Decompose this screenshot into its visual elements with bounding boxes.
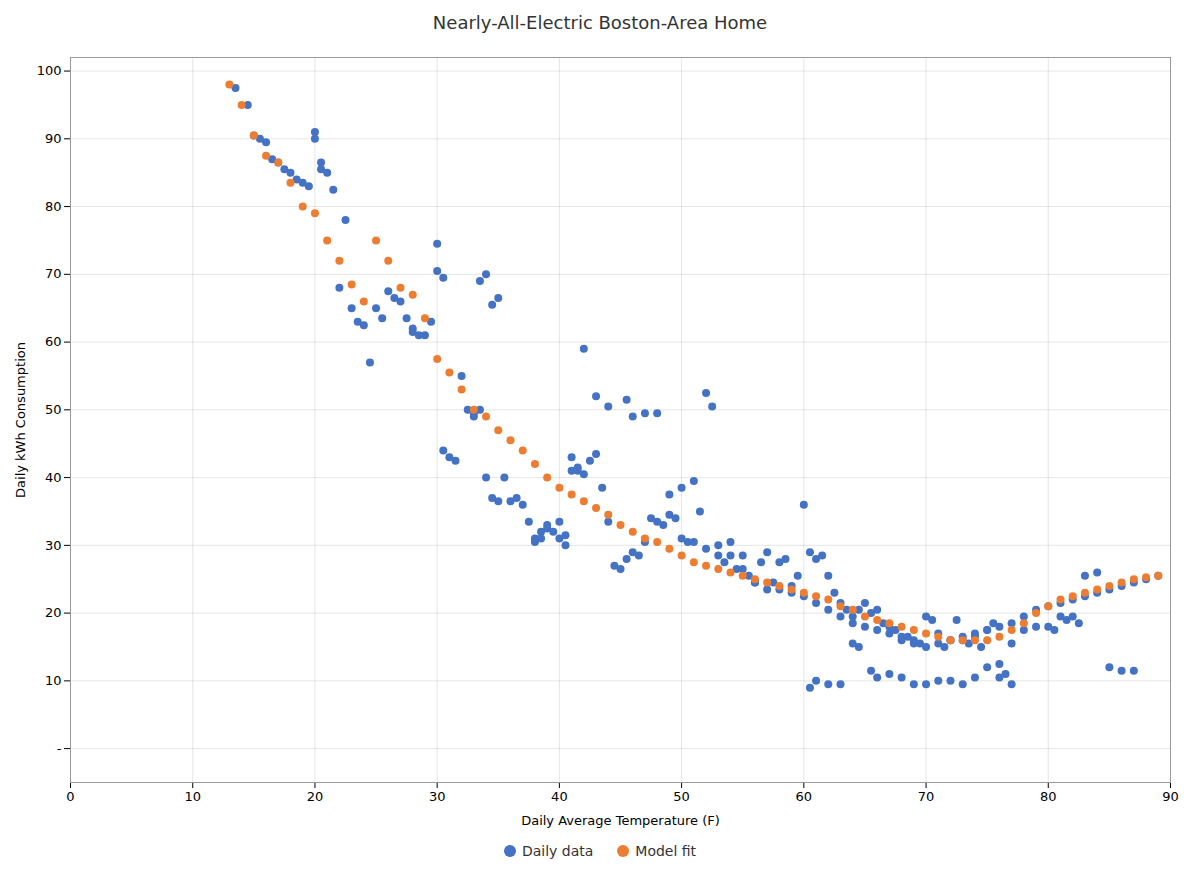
svg-text:50: 50 xyxy=(45,402,62,417)
svg-text:60: 60 xyxy=(796,789,813,804)
html-text:Daily data: Daily data xyxy=(521,843,594,859)
svg-text:90: 90 xyxy=(1162,789,1179,804)
svg-text:-: - xyxy=(57,741,62,756)
svg-text:80: 80 xyxy=(45,199,62,214)
svg-text:0: 0 xyxy=(66,789,74,804)
svg-text:100: 100 xyxy=(37,63,62,78)
svg-text:20: 20 xyxy=(307,789,324,804)
svg-text:10: 10 xyxy=(45,673,62,688)
svg-text:30: 30 xyxy=(429,789,446,804)
html-text:Model fit: Model fit xyxy=(635,843,697,859)
svg-text:20: 20 xyxy=(45,605,62,620)
svg-text:50: 50 xyxy=(673,789,690,804)
svg-text:30: 30 xyxy=(45,538,62,553)
svg-text:Daily kWh Consumption: Daily kWh Consumption xyxy=(13,342,28,498)
svg-text:10: 10 xyxy=(184,789,201,804)
svg-text:Daily Average Temperature (F): Daily Average Temperature (F) xyxy=(521,813,720,828)
html-text:Nearly-All-Electric Boston-Are: Nearly-All-Electric Boston-Area Home xyxy=(432,12,768,33)
svg-text:90: 90 xyxy=(45,131,62,146)
svg-text:70: 70 xyxy=(45,266,62,281)
svg-text:60: 60 xyxy=(45,334,62,349)
svg-text:70: 70 xyxy=(918,789,935,804)
svg-text:40: 40 xyxy=(45,470,62,485)
svg-text:40: 40 xyxy=(551,789,568,804)
svg-text:80: 80 xyxy=(1040,789,1057,804)
